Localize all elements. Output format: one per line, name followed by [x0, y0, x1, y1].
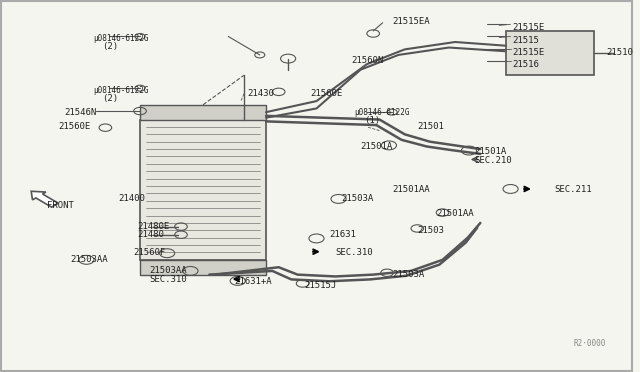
Text: 21430: 21430 [247, 89, 274, 98]
FancyArrow shape [31, 191, 58, 207]
Text: SEC.310: SEC.310 [335, 248, 373, 257]
Bar [140, 105, 266, 119]
Text: 21631+A: 21631+A [234, 278, 272, 286]
Text: 21546N: 21546N [65, 108, 97, 117]
Text: (2): (2) [102, 94, 118, 103]
Text: 21631: 21631 [329, 230, 356, 239]
Text: 21501AA: 21501AA [436, 209, 474, 218]
Text: 21515E: 21515E [512, 48, 544, 57]
Text: (1): (1) [364, 116, 380, 125]
Text: 21560E: 21560E [58, 122, 90, 131]
Text: 21515: 21515 [512, 36, 539, 45]
Text: 21503A: 21503A [342, 195, 374, 203]
Text: 21480: 21480 [137, 230, 164, 239]
Text: FRONT: FRONT [47, 201, 74, 210]
Text: 21501A: 21501A [474, 147, 506, 156]
Text: µ08146-6122G: µ08146-6122G [355, 108, 410, 117]
Text: 21515EA: 21515EA [392, 17, 429, 26]
Bar [140, 119, 266, 260]
Text: 21503AA: 21503AA [150, 266, 187, 275]
Bar [506, 31, 594, 75]
Text: 21503A: 21503A [392, 270, 424, 279]
Text: 21400: 21400 [118, 195, 145, 203]
Text: SEC.310: SEC.310 [150, 275, 187, 283]
Text: 21501: 21501 [417, 122, 444, 131]
Text: µ08146-6122G: µ08146-6122G [93, 34, 148, 43]
Text: SEC.210: SEC.210 [474, 155, 511, 165]
Text: 21503: 21503 [417, 226, 444, 235]
Text: 21560N: 21560N [351, 56, 383, 65]
Text: 21560F: 21560F [134, 248, 166, 257]
Text: 21560E: 21560E [310, 89, 342, 98]
Bar [140, 260, 266, 275]
Text: (2): (2) [102, 42, 118, 51]
Text: R2·0000: R2·0000 [574, 340, 606, 349]
Text: SEC.211: SEC.211 [555, 185, 592, 194]
Text: 21510: 21510 [606, 48, 633, 57]
Text: 21515J: 21515J [304, 281, 336, 290]
Text: 21503AA: 21503AA [70, 255, 108, 264]
Text: 21501AA: 21501AA [392, 185, 429, 194]
Text: 21516: 21516 [512, 60, 539, 69]
Text: µ08146-6122G: µ08146-6122G [93, 86, 148, 94]
Text: 21515E: 21515E [512, 23, 544, 32]
Text: 21480E: 21480E [137, 222, 169, 231]
Text: 21501A: 21501A [360, 142, 393, 151]
